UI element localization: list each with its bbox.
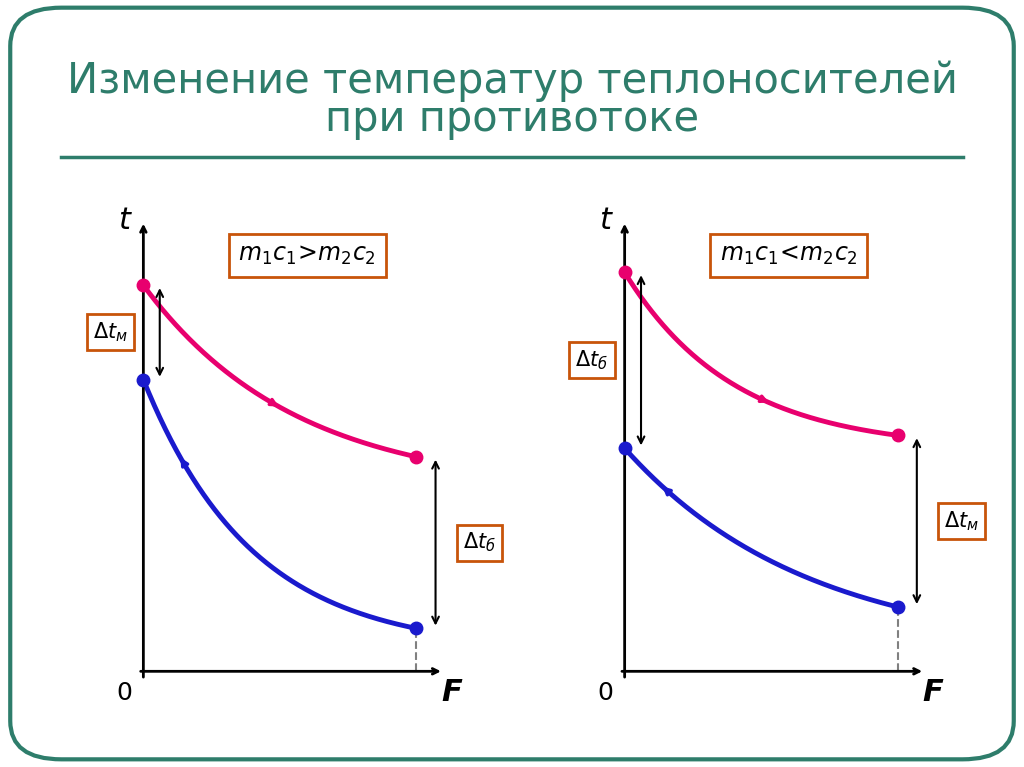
Text: Изменение температур теплоносителей: Изменение температур теплоносителей <box>67 60 957 101</box>
Text: $m_1c_1\!<\!m_2c_2$: $m_1c_1\!<\!m_2c_2$ <box>720 243 857 267</box>
Text: $\Delta t_м$: $\Delta t_м$ <box>93 321 128 344</box>
Text: 0: 0 <box>598 681 613 705</box>
Text: t: t <box>118 206 130 235</box>
Text: F: F <box>441 678 463 707</box>
Text: $\Delta t_б$: $\Delta t_б$ <box>575 348 608 372</box>
Text: 0: 0 <box>117 681 132 705</box>
Text: $\Delta t_б$: $\Delta t_б$ <box>463 531 496 555</box>
Text: F: F <box>923 678 944 707</box>
Text: t: t <box>599 206 611 235</box>
Text: $\Delta t_м$: $\Delta t_м$ <box>944 509 979 533</box>
Text: при противотоке: при противотоке <box>325 98 699 140</box>
Text: $m_1c_1\!>\!m_2c_2$: $m_1c_1\!>\!m_2c_2$ <box>239 243 376 267</box>
